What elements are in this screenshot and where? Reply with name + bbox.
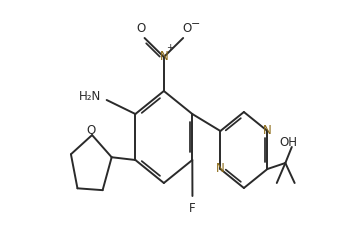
Text: F: F [189,201,196,215]
Text: +: + [167,43,174,53]
Text: O: O [183,22,192,34]
Text: O: O [136,22,146,34]
Text: H₂N: H₂N [79,91,101,103]
Text: N: N [263,124,272,137]
Text: N: N [160,51,168,63]
Text: −: − [191,19,201,29]
Text: O: O [86,124,95,137]
Text: N: N [216,162,225,176]
Text: OH: OH [279,136,297,150]
